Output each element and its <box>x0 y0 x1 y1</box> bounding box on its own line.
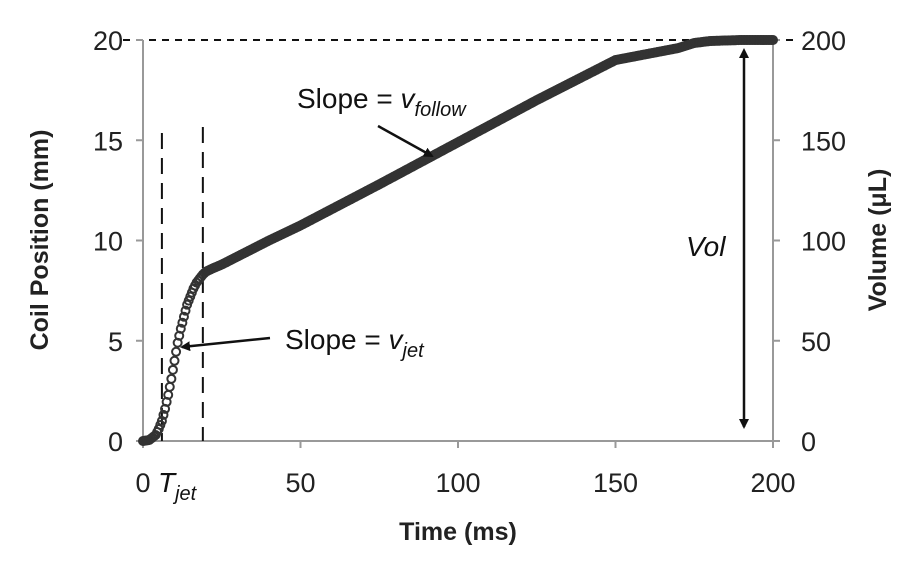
x-tick-label: 100 <box>435 468 480 498</box>
data-point <box>768 35 778 45</box>
data-point <box>156 415 167 426</box>
right-y-ticks: 0 50 100 150 200 <box>773 26 846 457</box>
data-point <box>175 323 186 334</box>
right-tick-label: 50 <box>801 327 831 357</box>
left-tick-label: 5 <box>108 327 123 357</box>
right-tick-label: 200 <box>801 26 846 56</box>
data-point <box>178 311 189 322</box>
left-tick-label: 10 <box>93 227 123 257</box>
right-tick-label: 150 <box>801 126 846 156</box>
left-y-axis-title: Coil Position (mm) <box>26 130 54 351</box>
x-tick-label: 200 <box>750 468 795 498</box>
right-y-axis-title: Volume (μL) <box>864 169 892 312</box>
slope-jet-arrow <box>180 336 271 352</box>
left-tick-label: 20 <box>93 26 123 56</box>
data-point <box>164 381 175 392</box>
x-ticks: 0 50 100 150 200 <box>135 441 796 498</box>
data-point <box>171 346 182 357</box>
vol-label: Vol <box>686 231 726 262</box>
left-y-ticks: 0 5 10 15 20 <box>93 26 143 457</box>
right-tick-label: 0 <box>801 427 816 457</box>
right-tick-label: 100 <box>801 227 846 257</box>
data-point <box>166 373 177 384</box>
data-point <box>169 355 180 366</box>
data-point <box>158 409 169 420</box>
x-axis-title: Time (ms) <box>399 518 517 546</box>
x-tick-label: 50 <box>285 468 315 498</box>
left-tick-label: 15 <box>93 126 123 156</box>
tjet-label: Tjet <box>158 467 198 505</box>
x-tick-label: 150 <box>593 468 638 498</box>
slope-follow-label: Slope = vfollow <box>297 83 467 121</box>
data-point <box>167 364 178 375</box>
data-point <box>180 305 191 316</box>
data-point <box>177 317 188 328</box>
slope-follow-arrow <box>377 124 434 158</box>
data-series <box>138 35 778 446</box>
slope-jet-label: Slope = vjet <box>285 324 425 362</box>
left-tick-label: 0 <box>108 427 123 457</box>
x-tick-label: 0 <box>135 468 150 498</box>
